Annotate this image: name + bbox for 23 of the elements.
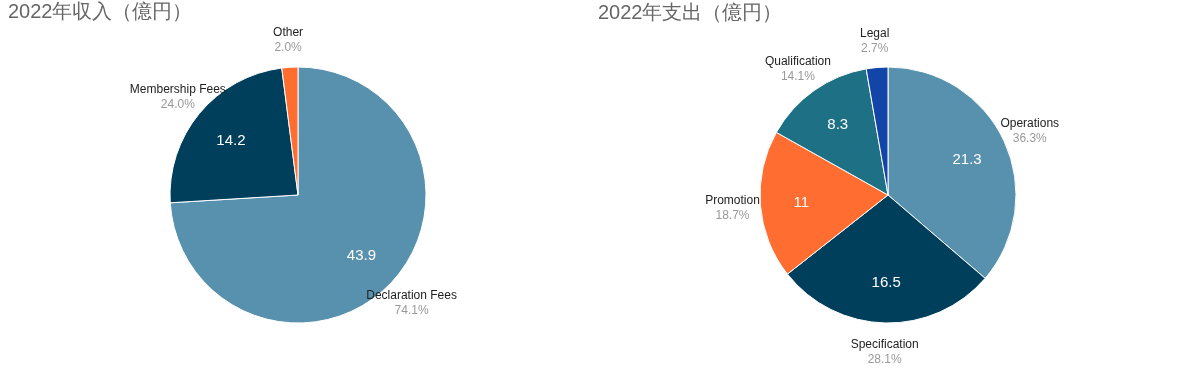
- data-label: 21.3: [952, 149, 982, 167]
- text: 2.7%: [860, 40, 889, 55]
- slice-label: Promotion: [705, 193, 760, 208]
- slice-label: Legal: [859, 25, 890, 40]
- text: 36.3%: [1012, 130, 1047, 145]
- text: 24.0%: [160, 96, 195, 111]
- slice-label: Qualification: [764, 53, 831, 68]
- text: 2.0%: [274, 40, 302, 55]
- slice-label: Specification: [850, 336, 919, 351]
- data-label: 11: [793, 192, 810, 210]
- text: 18.7%: [715, 208, 750, 223]
- text: 74.1%: [394, 302, 429, 317]
- text: 28.1%: [867, 351, 902, 366]
- chart-title: 2022年収入（億円）: [8, 0, 193, 23]
- data-label: 43.9: [346, 245, 376, 263]
- data-label: 16.5: [871, 273, 901, 291]
- text: 14.1%: [780, 68, 815, 83]
- data-label: 14.2: [216, 130, 246, 148]
- slice-label: Operations: [1000, 115, 1060, 130]
- slice-label: Membership Fees: [129, 81, 226, 96]
- slice-label: Other: [273, 25, 304, 40]
- data-label: 8.3: [827, 114, 849, 132]
- chart-title: 2022年支出（億円）: [598, 0, 783, 23]
